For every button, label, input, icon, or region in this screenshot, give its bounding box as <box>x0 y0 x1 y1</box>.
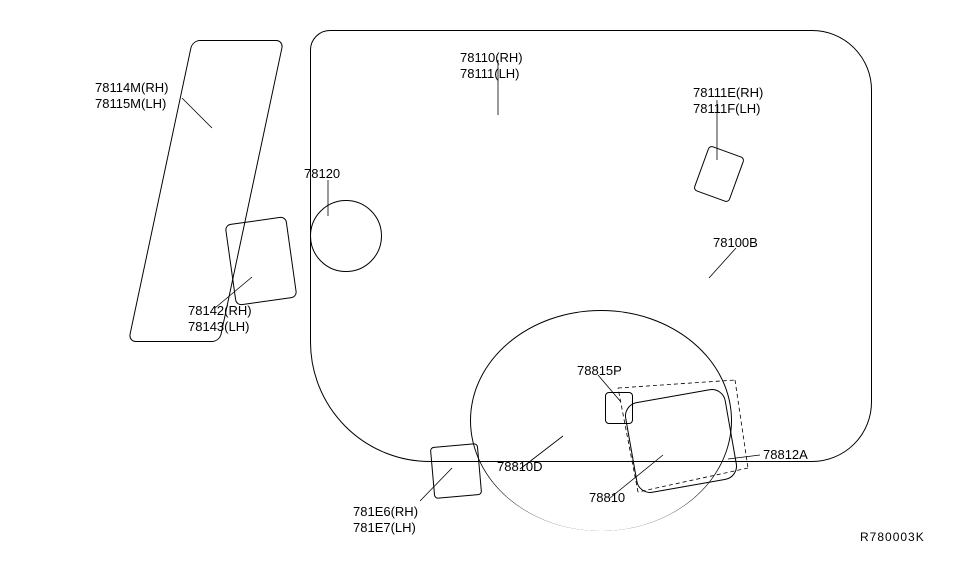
label-retainer-pn: 78815P <box>577 363 622 378</box>
label-bracket-row2-pn: 781E7 <box>353 520 391 535</box>
label-screw: 78810D <box>497 459 543 475</box>
label-pillar-row2-pn: 78115M <box>95 96 141 111</box>
label-pillar-row1-side: (RH) <box>141 80 168 95</box>
label-bracket: 781E6(RH) 781E7(LH) <box>353 504 418 535</box>
diagram-canvas: 78114M(RH) 78115M(LH) 78110(RH) 78111(LH… <box>0 0 975 566</box>
label-lid: 78810 <box>589 490 625 506</box>
label-bolt-pn: 78100B <box>713 235 758 250</box>
label-clip-row1-side: (RH) <box>736 85 763 100</box>
label-panel-row1-side: (RH) <box>495 50 522 65</box>
label-lid-pn: 78810 <box>589 490 625 505</box>
label-retainer: 78815P <box>577 363 622 379</box>
label-bracket-row2-side: (LH) <box>391 520 416 535</box>
label-panel-row2-pn: 78111 <box>460 66 494 81</box>
label-corner-row2-side: (LH) <box>224 319 249 334</box>
bracket-shape <box>430 443 482 499</box>
label-clip-row1-pn: 78111E <box>693 85 736 100</box>
label-clip-row2-pn: 78111F <box>693 101 735 116</box>
retainer-shape <box>605 392 633 424</box>
label-screw-pn: 78810D <box>497 459 543 474</box>
label-pillar-row1-pn: 78114M <box>95 80 141 95</box>
label-corner-row2-pn: 78143 <box>188 319 224 334</box>
label-base-pn: 78120 <box>304 166 340 181</box>
label-panel: 78110(RH) 78111(LH) <box>460 50 523 81</box>
label-clip: 78111E(RH) 78111F(LH) <box>693 85 763 116</box>
label-pillar-row2-side: (LH) <box>141 96 166 111</box>
label-corner-row1-side: (RH) <box>224 303 251 318</box>
label-nut: 78812A <box>763 447 808 463</box>
label-bolt: 78100B <box>713 235 758 251</box>
label-corner-row1-pn: 78142 <box>188 303 224 318</box>
label-bracket-row1-side: (RH) <box>391 504 418 519</box>
lid-shape <box>623 387 739 495</box>
diagram-code: R780003K <box>860 530 925 544</box>
label-bracket-row1-pn: 781E6 <box>353 504 391 519</box>
fuel-filler-ring <box>310 200 382 272</box>
label-pillar: 78114M(RH) 78115M(LH) <box>95 80 168 111</box>
label-panel-row2-side: (LH) <box>494 66 519 81</box>
label-clip-row2-side: (LH) <box>735 101 760 116</box>
label-panel-row1-pn: 78110 <box>460 50 495 65</box>
label-nut-pn: 78812A <box>763 447 808 462</box>
label-base: 78120 <box>304 166 340 182</box>
label-corner: 78142(RH) 78143(LH) <box>188 303 252 334</box>
corner-reinf <box>225 216 298 306</box>
